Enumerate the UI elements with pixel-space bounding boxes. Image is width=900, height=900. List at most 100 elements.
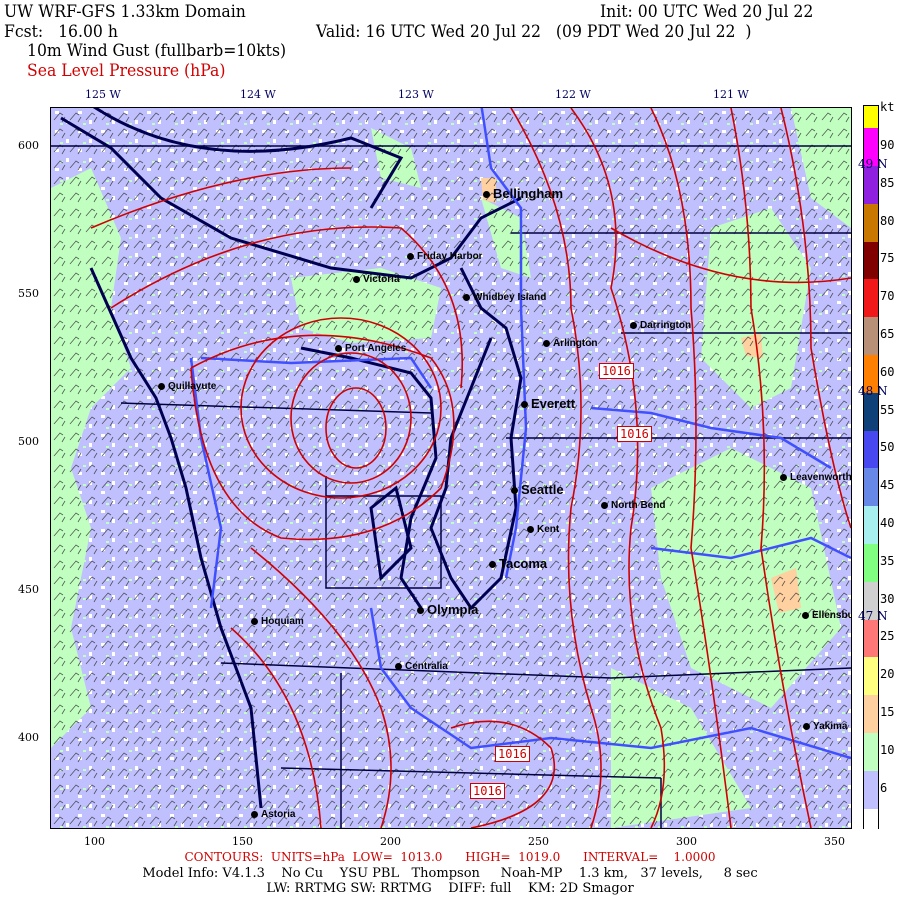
colorbar-label: 60 [880,364,895,379]
colorbar-segment [864,279,878,318]
colorbar-segment [864,770,878,809]
city-marker: Quillayute [158,381,216,392]
city-marker: Hoquiam [251,616,304,627]
colorbar-label: 65 [880,327,895,341]
colorbar-segment [864,733,878,771]
city-dot-icon [802,611,809,619]
city-dot-icon [251,810,258,818]
city-name: Arlington [553,338,598,349]
valid-time: Valid: 16 UTC Wed 20 Jul 22 (09 PDT Wed … [316,22,752,42]
colorbar-segment [864,695,878,734]
colorbar-label: 20 [880,667,895,682]
city-marker: North Bend [601,500,665,511]
colorbar-label: 85 [880,175,895,190]
colorbar-segment [864,355,878,393]
city-dot-icon [417,607,424,615]
lat-tick-label: 600 [18,139,39,152]
city-dot-icon [803,722,810,730]
lon-label: 121 W [713,88,749,101]
colorbar-segment [864,657,878,696]
city-name: Port Angeles [345,343,407,354]
city-dot-icon [780,473,787,481]
slp-contours [90,108,851,828]
city-name: Astoria [261,809,296,820]
city-name: Everett [531,396,576,411]
colorbar-segment [864,430,878,469]
city-name: Victoria [363,274,400,285]
colorbar-segment [864,619,878,658]
city-dot-icon [158,382,165,390]
colorbar-segment [864,392,878,431]
lat-line-label: 48 N [858,384,888,398]
contour-info: CONTOURS: UNITS=hPa LOW= 1013.0 HIGH= 10… [184,850,716,864]
city-dot-icon [511,487,518,495]
city-dot-icon [521,401,528,409]
city-name: Leavenworth [790,472,852,483]
colorbar-label: 15 [880,705,895,719]
lat-tick-label: 550 [18,287,39,300]
init-time: Init: 00 UTC Wed 20 Jul 22 [600,2,814,22]
city-dot-icon [483,191,490,199]
colorbar-segment [864,166,878,204]
colorbar-label: 45 [880,478,895,493]
x-tick-label: 150 [232,835,253,848]
colorbar-label: 25 [880,629,895,644]
city-name: Seattle [521,482,564,497]
city-dot-icon [463,293,470,301]
city-dot-icon [527,525,534,533]
colorbar-segment [864,581,878,620]
lon-label: 124 W [240,88,276,101]
physics-info: LW: RRTMG SW: RRTMG DIFF: full KM: 2D Sm… [266,881,634,896]
colorbar-segment [864,544,878,582]
field-slp: Sea Level Pressure (hPa) [27,61,226,81]
city-marker: Whidbey Island [463,292,546,303]
colorbar-label: 55 [880,402,895,417]
lat-tick-label: 500 [18,435,39,448]
lat-line-label: 49 N [858,157,888,171]
city-dot-icon [395,662,402,670]
lon-label: 123 W [398,88,434,101]
colorbar-label: 70 [880,289,895,304]
city-name: Whidbey Island [473,292,547,303]
colorbar-label: 30 [880,591,895,606]
city-dot-icon [601,501,608,509]
x-tick-label: 300 [676,835,697,848]
colorbar-label: 80 [880,213,895,228]
city-name: Friday Harbor [417,251,483,262]
city-marker: Bellingham [483,186,563,201]
colorbar-label: 6 [880,780,888,795]
colorbar-label: 75 [880,251,895,266]
colorbar-segment [864,808,878,829]
city-marker: Seattle [511,482,564,497]
lat-tick-label: 450 [18,583,39,596]
colorbar-segment [864,203,878,242]
city-marker: Tacoma [489,556,547,571]
lon-label: 125 W [85,88,121,101]
county-lines [51,145,851,828]
colorbar-label: 35 [880,553,895,568]
x-tick-label: 100 [84,835,105,848]
city-marker: Ellensburg [802,610,851,621]
city-marker: Yakima [803,721,847,732]
contour-label: 1016 [599,363,634,379]
forecast-hour: Fcst: 16.00 h [4,22,118,42]
colorbar-unit: kt [880,100,895,114]
city-name: Centralia [405,661,448,672]
city-name: Kent [537,524,560,535]
city-name: Hoquiam [261,616,304,627]
city-name: Quillayute [168,381,217,392]
city-marker: Kent [527,524,559,535]
x-tick-label: 350 [824,835,845,848]
model-info: Model Info: V4.1.3 No Cu YSU PBL Thompso… [142,866,758,881]
lon-label: 122 W [555,88,591,101]
colorbar-label: 40 [880,516,895,530]
city-name: Yakima [813,721,848,732]
contour-label: 1016 [470,783,505,799]
colorbar-label: 10 [880,742,895,757]
lat-tick-label: 400 [18,731,39,744]
city-dot-icon [543,339,550,347]
colorbar-label: 90 [880,138,895,152]
city-marker: Arlington [543,338,597,349]
rivers [189,108,851,760]
colorbar-segment [864,468,878,507]
